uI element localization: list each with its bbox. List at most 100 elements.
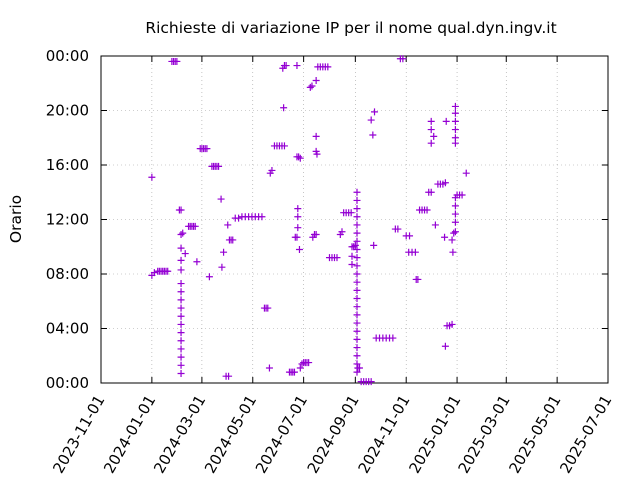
data-point [427,126,435,134]
x-axis: 2023-11-012024-01-012024-03-012024-05-01… [49,56,615,477]
data-point [353,270,361,278]
data-point [442,117,450,125]
data-point [177,256,185,264]
data-point [293,233,301,241]
x-tick-label: 2024-01-01 [100,392,159,477]
data-point [353,327,361,335]
data-point [177,244,185,252]
x-tick-label: 2023-11-01 [49,392,108,477]
data-point [265,364,273,372]
data-point [427,139,435,147]
data-point [235,214,243,222]
data-point [308,82,316,90]
data-point [427,117,435,125]
data-point [294,213,302,221]
data-point [451,126,459,134]
data-point [258,213,266,221]
data-point [333,254,341,262]
data-point [148,173,156,181]
data-point [353,319,361,327]
data-point [353,303,361,311]
data-point [450,229,458,237]
data-point [353,196,361,204]
data-point [280,104,288,112]
x-tick-label: 2025-05-01 [505,392,564,477]
data-point [312,132,320,140]
grid [101,56,608,383]
data-point [353,344,361,352]
data-point [179,229,187,237]
data-point [353,278,361,286]
data-point [370,241,378,249]
data-point [298,360,306,368]
data-point [293,62,301,70]
data-point [449,248,457,256]
data-point [462,169,470,177]
data-points [148,55,470,386]
data-point [353,286,361,294]
data-point [427,188,435,196]
data-point [348,252,356,260]
data-point [411,248,419,256]
data-point [215,162,223,170]
data-point [177,353,185,361]
data-point [177,369,185,377]
data-point [290,368,298,376]
data-point [451,218,459,226]
data-point [220,248,228,256]
data-point [353,245,361,253]
data-point [353,229,361,237]
data-point [353,213,361,221]
data-point [353,335,361,343]
x-tick-label: 2025-03-01 [455,392,514,477]
data-point [448,236,456,244]
x-tick-label: 2024-07-01 [252,392,311,477]
data-point [458,191,466,199]
data-point [423,206,431,214]
data-point [353,368,361,376]
y-axis-label: Orario [7,195,25,243]
x-tick-label: 2024-05-01 [201,392,260,477]
data-point [353,295,361,303]
data-point [353,205,361,213]
x-tick-label: 2024-03-01 [150,392,209,477]
data-point [294,224,302,232]
data-point [451,139,459,147]
data-point [225,372,233,380]
data-point [451,102,459,110]
data-point [264,304,272,312]
data-point [177,345,185,353]
data-point [414,275,422,283]
data-point [177,361,185,369]
x-tick-label: 2025-07-01 [556,392,615,477]
data-point [191,222,199,230]
data-point [229,236,237,244]
data-point [353,352,361,360]
data-point [282,62,290,70]
data-point [294,205,302,213]
data-point [280,142,288,150]
data-point [177,304,185,312]
data-point [177,266,185,274]
data-point [150,269,158,277]
data-point [406,232,414,240]
data-point [353,254,361,262]
data-point [177,280,185,288]
data-point [356,364,364,372]
data-point [177,329,185,337]
data-point [203,145,211,153]
data-point [347,209,355,217]
y-tick-label: 16:00 [46,156,89,174]
y-tick-label: 00:00 [46,47,89,65]
data-point [389,334,397,342]
y-tick-label: 08:00 [46,265,89,283]
x-tick-label: 2024-11-01 [354,392,413,477]
chart-title: Richieste di variazione IP per il nome q… [145,19,556,37]
y-tick-label: 20:00 [46,102,89,120]
data-point [177,206,185,214]
data-point [353,188,361,196]
data-point [431,221,439,229]
data-point [351,241,359,249]
data-point [306,83,314,91]
